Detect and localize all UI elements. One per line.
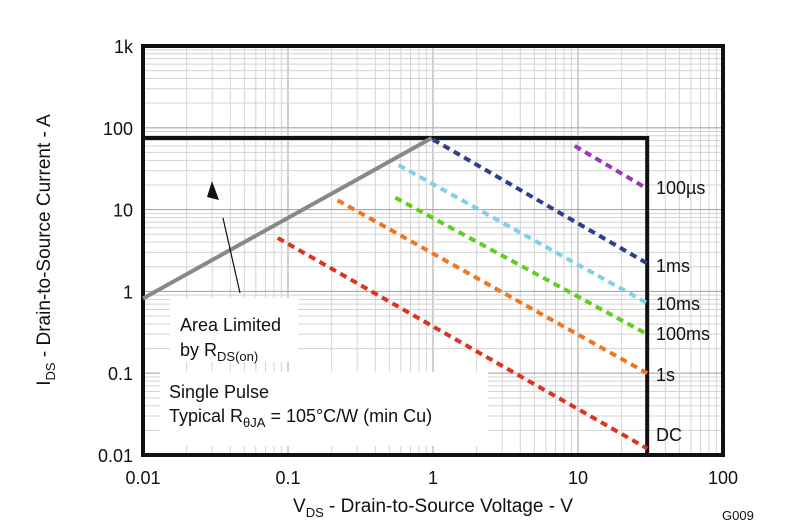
series-line-0 [573,144,649,191]
y-tick-label: 100 [103,119,133,139]
x-tick-labels: 0.01 0.1 1 10 100 [125,468,738,488]
series-label-1ms: 1ms [656,256,690,276]
x-tick-label: 0.1 [275,468,300,488]
series-line-5 [276,236,649,451]
area-limited-box-bg [170,298,298,362]
soa-boundary-line [143,136,650,455]
x-tick-label: 10 [568,468,588,488]
plot-frame [141,44,725,457]
series-labels: 100µs 1ms 10ms 100ms 1s DC [656,178,710,445]
rds-on-limit-line [142,136,433,301]
series-label-100us: 100µs [656,178,705,198]
pulse-series-lines [276,137,649,451]
y-tick-label: 0.01 [98,446,133,466]
y-tick-label: 1 [123,282,133,302]
rds-on-line [142,136,433,301]
x-tick-label: 1 [428,468,438,488]
x-tick-label: 100 [708,468,738,488]
y-tick-label: 10 [113,201,133,221]
y-tick-label: 0.1 [108,364,133,384]
area-limited-rds-label: by RDS(on) [180,340,258,364]
y-axis-title: IDS - Drain-to-Source Current - A [34,114,58,386]
grid-lines [141,44,725,457]
figure-code: G009 [722,508,754,523]
series-line-1 [431,137,649,266]
pulse-box-bg [160,372,488,446]
series-label-10ms: 10ms [656,294,700,314]
single-pulse-label: Single Pulse [169,382,269,402]
y-tick-label: 1k [114,37,134,57]
series-label-100ms: 100ms [656,324,710,344]
series-label-1s: 1s [656,365,675,385]
area-limited-label: Area Limited [180,315,281,335]
soa-boundary [143,136,650,455]
y-tick-labels: 0.01 0.1 1 10 100 1k [98,37,134,466]
area-limited-arrow [207,181,241,294]
series-line-4 [336,198,649,375]
series-label-dc: DC [656,425,682,445]
thermal-resistance-label: Typical RθJA = 105°C/W (min Cu) [169,406,432,430]
x-tick-label: 0.01 [125,468,160,488]
x-axis-title: VDS - Drain-to-Source Voltage - V [293,496,573,520]
